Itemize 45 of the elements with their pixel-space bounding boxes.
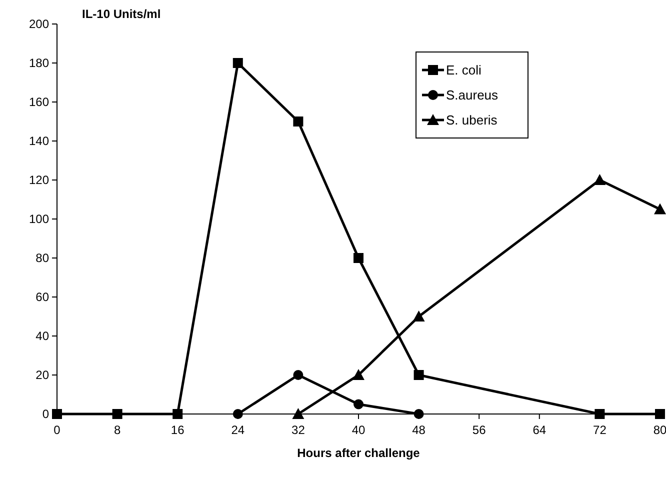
point <box>112 409 122 419</box>
y-tick-label: 40 <box>36 329 50 344</box>
x-tick-label: 24 <box>231 423 245 437</box>
y-tick-label: 180 <box>28 56 50 70</box>
y-tick-label: 0 <box>42 407 50 422</box>
point <box>292 408 304 419</box>
y-tick-label: 200 <box>28 17 50 32</box>
legend-label: E. coli <box>446 62 482 78</box>
point <box>232 409 243 419</box>
y-tick-label: 100 <box>28 212 50 226</box>
legend-label: S. uberis <box>446 112 498 128</box>
y-tick-label: 20 <box>36 368 50 382</box>
x-axis-title: Hours after challenge <box>297 446 420 460</box>
point <box>293 370 304 380</box>
point <box>412 310 425 322</box>
point <box>414 409 424 419</box>
point <box>654 203 666 214</box>
point <box>414 370 424 380</box>
point <box>52 409 62 419</box>
point <box>354 253 364 263</box>
y-tick-label: 160 <box>28 95 50 110</box>
x-tick-label: 16 <box>170 423 185 437</box>
point <box>594 174 606 185</box>
x-tick-label: 56 <box>472 423 486 437</box>
x-tick-label: 32 <box>292 423 306 437</box>
legend-label: S.aureus <box>446 88 499 103</box>
point <box>232 58 243 68</box>
point <box>293 116 304 126</box>
x-tick-label: 72 <box>593 423 607 437</box>
y-axis-title: IL-10 Units/ml <box>82 7 161 21</box>
point <box>172 409 183 419</box>
y-tick-label: 120 <box>28 173 50 188</box>
point <box>354 399 364 410</box>
point <box>352 369 364 380</box>
y-tick-label: 60 <box>36 290 50 304</box>
y-tick-label: 80 <box>36 251 50 266</box>
x-tick-label: 64 <box>532 423 546 437</box>
y-tick-label: 140 <box>28 134 50 148</box>
x-tick-label: 8 <box>114 423 121 437</box>
point <box>594 409 605 419</box>
x-tick-label: 40 <box>352 423 366 437</box>
x-tick-label: 0 <box>54 423 61 437</box>
x-tick-label: 80 <box>653 423 666 437</box>
x-tick-label: 48 <box>412 423 426 437</box>
point <box>655 409 665 419</box>
